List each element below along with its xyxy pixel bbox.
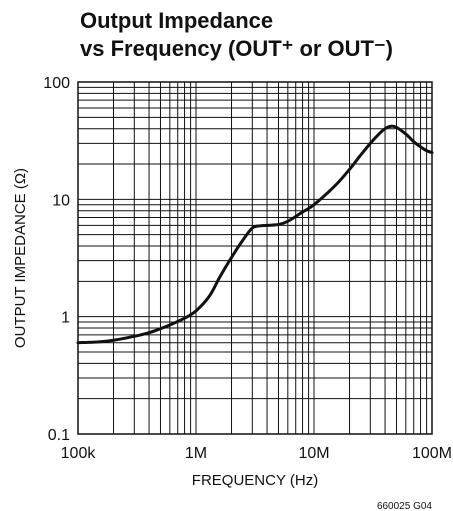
chart-title-line-2: vs Frequency (OUT⁺ or OUT⁻): [80, 36, 393, 61]
grid: [78, 82, 432, 434]
chart-title-line-1: Output Impedance: [80, 8, 273, 33]
x-tick-label: 100k: [61, 445, 97, 462]
y-tick-label: 100: [43, 75, 70, 92]
y-tick-label: 0.1: [48, 427, 70, 444]
x-tick-label: 10M: [298, 445, 329, 462]
y-axis-label: OUTPUT IMPEDANCE (Ω): [12, 168, 29, 348]
x-tick-labels: 100k 1M 10M 100M: [61, 445, 452, 462]
figure-code: 660025 G04: [377, 501, 432, 511]
impedance-series-line: [76, 124, 434, 345]
x-tick-label: 1M: [185, 445, 207, 462]
y-tick-label: 1: [61, 310, 70, 327]
y-tick-label: 10: [52, 192, 70, 209]
plot-frame: [77, 81, 433, 435]
x-tick-label: 100M: [412, 445, 452, 462]
x-axis-label: FREQUENCY (Hz): [192, 472, 318, 489]
y-tick-labels: 0.1 1 10 100: [43, 75, 70, 444]
